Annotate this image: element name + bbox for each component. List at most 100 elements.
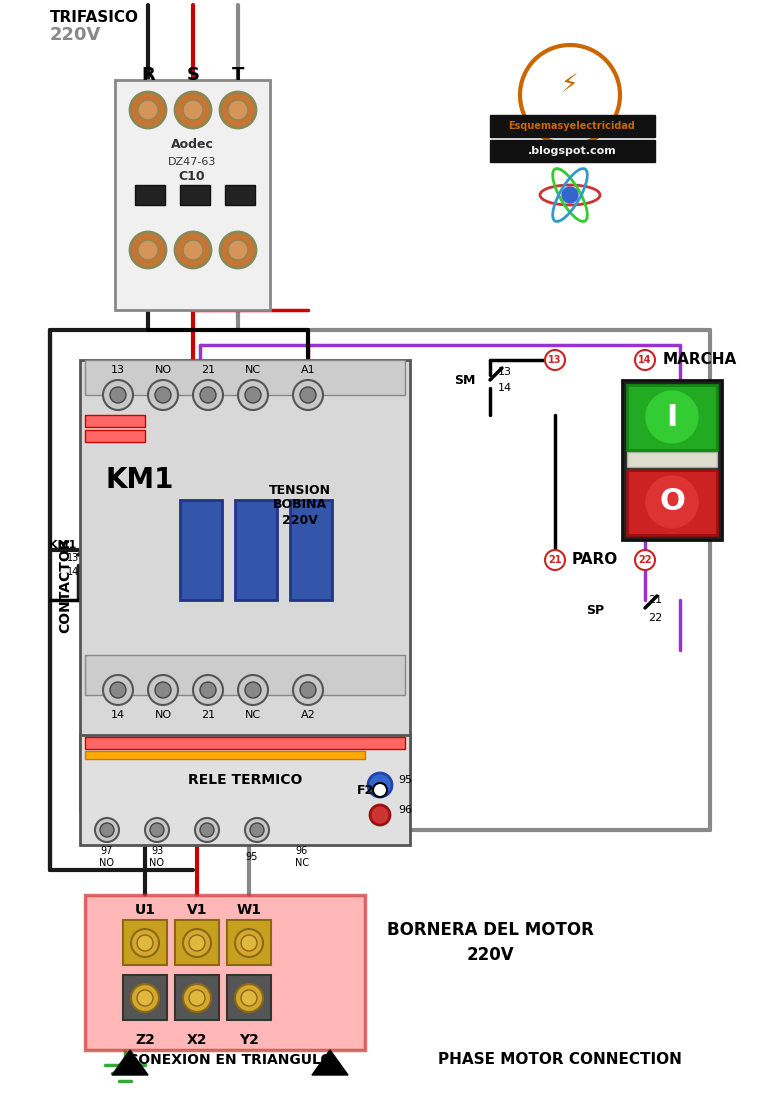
Circle shape: [148, 380, 178, 410]
Circle shape: [635, 550, 655, 570]
Circle shape: [175, 92, 211, 128]
Circle shape: [562, 187, 578, 203]
Circle shape: [193, 380, 223, 410]
Text: 14: 14: [638, 355, 652, 365]
Bar: [135, 185, 165, 205]
Circle shape: [373, 783, 387, 797]
Circle shape: [370, 805, 390, 825]
Text: 22: 22: [638, 554, 652, 564]
Bar: [180, 185, 210, 205]
Text: 14: 14: [111, 710, 125, 720]
Text: 21: 21: [201, 710, 215, 720]
Circle shape: [300, 387, 316, 403]
Circle shape: [183, 929, 211, 957]
Text: 14: 14: [498, 383, 512, 393]
Bar: [490, 140, 655, 162]
Circle shape: [148, 675, 178, 705]
Text: CONEXION EN TRIANGULO: CONEXION EN TRIANGULO: [128, 1054, 332, 1067]
Text: CONTACTOR: CONTACTOR: [58, 537, 72, 633]
Bar: [175, 975, 219, 1020]
Text: 13: 13: [548, 355, 562, 365]
Circle shape: [155, 387, 171, 403]
Text: 22: 22: [648, 613, 662, 623]
Text: 14: 14: [67, 567, 79, 577]
Circle shape: [238, 675, 268, 705]
Text: Aodec: Aodec: [170, 139, 214, 152]
Text: 13: 13: [498, 367, 512, 377]
Circle shape: [368, 773, 392, 797]
Circle shape: [644, 389, 700, 445]
Circle shape: [183, 984, 211, 1013]
Text: NO: NO: [154, 710, 172, 720]
Circle shape: [175, 232, 211, 268]
Bar: [115, 80, 270, 311]
Circle shape: [250, 823, 264, 837]
Text: SP: SP: [586, 603, 604, 617]
Bar: [227, 975, 271, 1020]
Circle shape: [137, 990, 153, 1006]
Text: Esquemasyelectricidad: Esquemasyelectricidad: [508, 121, 635, 131]
Text: A1: A1: [301, 365, 315, 375]
Circle shape: [644, 474, 700, 530]
Circle shape: [293, 675, 323, 705]
Text: PHASE MOTOR CONNECTION: PHASE MOTOR CONNECTION: [438, 1052, 682, 1068]
Circle shape: [110, 387, 126, 403]
Text: 220V: 220V: [466, 946, 514, 964]
Text: NC: NC: [245, 365, 261, 375]
Circle shape: [189, 935, 205, 952]
Text: C10: C10: [179, 171, 205, 183]
Text: .blogspot.com: .blogspot.com: [527, 146, 616, 156]
Text: BORNERA DEL MOTOR: BORNERA DEL MOTOR: [387, 920, 594, 939]
Text: 220V: 220V: [50, 26, 101, 44]
Text: SM: SM: [454, 374, 476, 387]
Circle shape: [200, 387, 216, 403]
Bar: [627, 452, 717, 467]
Circle shape: [110, 682, 126, 698]
Bar: [627, 385, 717, 450]
Circle shape: [238, 380, 268, 410]
Text: NC: NC: [245, 710, 261, 720]
Text: 21: 21: [648, 596, 662, 606]
Text: 95: 95: [398, 775, 412, 785]
Bar: [85, 655, 405, 695]
Circle shape: [189, 990, 205, 1006]
Circle shape: [235, 984, 263, 1013]
Text: ⚡: ⚡: [561, 73, 579, 96]
Text: DZ47-63: DZ47-63: [168, 157, 216, 167]
Circle shape: [193, 675, 223, 705]
Circle shape: [155, 682, 171, 698]
Circle shape: [100, 823, 114, 837]
Bar: [80, 360, 410, 810]
Circle shape: [300, 682, 316, 698]
Circle shape: [293, 380, 323, 410]
Text: F2: F2: [356, 783, 374, 796]
Text: 96: 96: [398, 805, 412, 815]
Bar: [85, 737, 405, 749]
Circle shape: [195, 818, 219, 842]
Circle shape: [103, 380, 133, 410]
Text: 21: 21: [548, 554, 562, 564]
Circle shape: [138, 100, 158, 120]
Bar: [123, 975, 167, 1020]
Text: 97
NO: 97 NO: [100, 846, 115, 868]
Circle shape: [183, 240, 203, 260]
Circle shape: [131, 929, 159, 957]
Circle shape: [145, 818, 169, 842]
Circle shape: [137, 935, 153, 952]
Text: Z2: Z2: [135, 1032, 155, 1047]
Text: I: I: [667, 403, 678, 431]
Text: RELE TERMICO: RELE TERMICO: [188, 773, 302, 787]
Bar: [85, 895, 365, 1050]
Text: 13: 13: [67, 553, 79, 563]
Text: TENSION: TENSION: [269, 484, 331, 497]
Bar: [622, 380, 722, 540]
Text: MARCHA: MARCHA: [663, 353, 737, 367]
Circle shape: [131, 984, 159, 1013]
Circle shape: [183, 100, 203, 120]
Circle shape: [150, 823, 164, 837]
Bar: [490, 115, 655, 138]
Circle shape: [520, 45, 620, 145]
Text: NO: NO: [154, 365, 172, 375]
Circle shape: [130, 92, 166, 128]
Circle shape: [95, 818, 119, 842]
